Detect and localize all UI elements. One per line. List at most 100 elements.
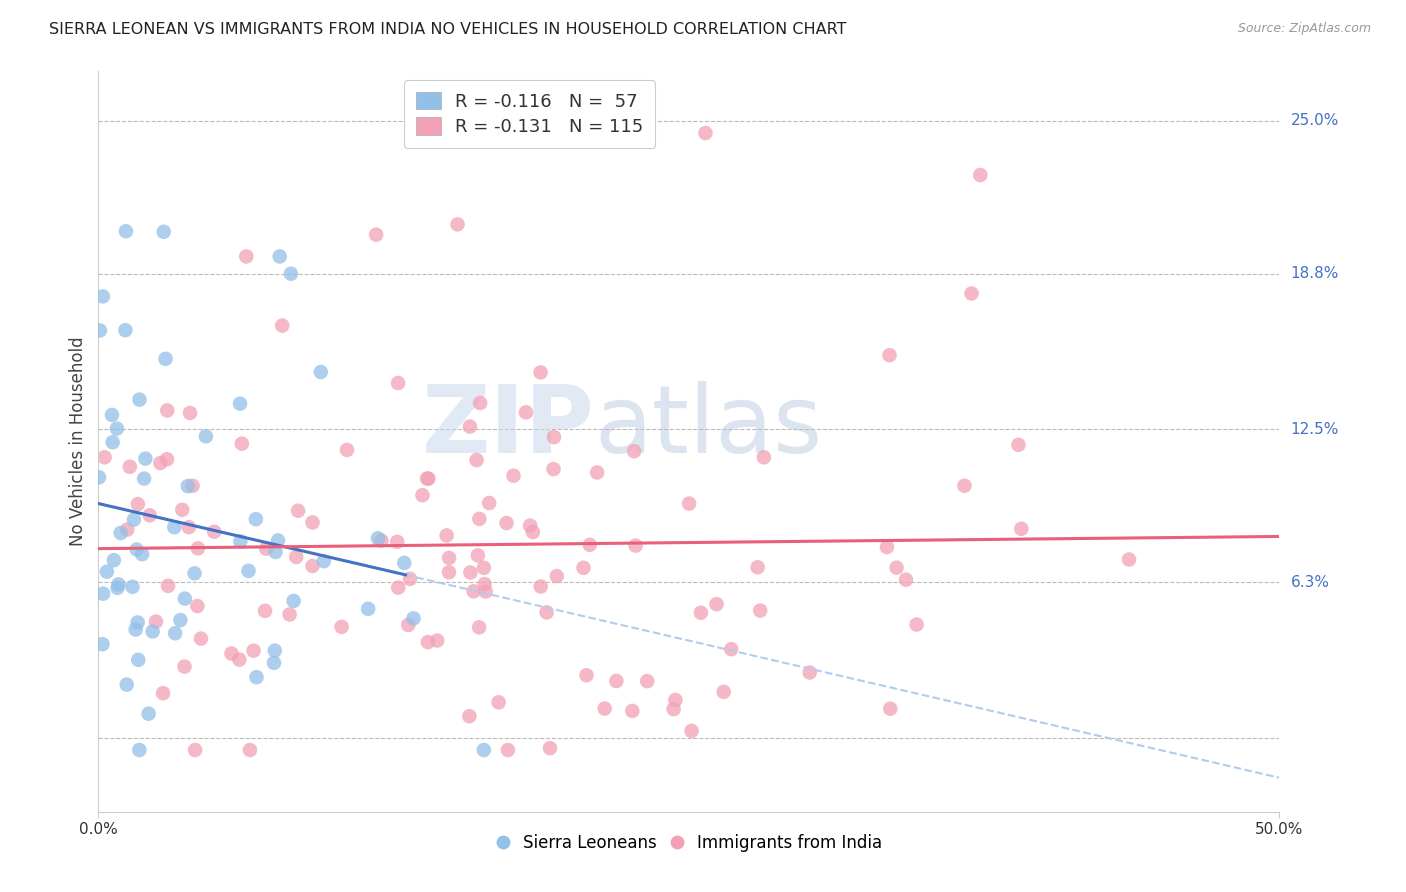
- Point: [173, 591, 195, 606]
- Point: [678, 497, 700, 511]
- Point: [239, 743, 262, 757]
- Point: [572, 561, 595, 575]
- Point: [235, 250, 257, 264]
- Point: [127, 497, 149, 511]
- Point: [254, 541, 277, 556]
- Point: [543, 462, 565, 476]
- Text: 12.5%: 12.5%: [1291, 422, 1339, 437]
- Point: [515, 405, 537, 419]
- Point: [472, 561, 495, 575]
- Point: [387, 581, 409, 595]
- Point: [894, 573, 917, 587]
- Point: [402, 611, 425, 625]
- Point: [309, 365, 332, 379]
- Point: [799, 665, 821, 680]
- Point: [87, 470, 110, 484]
- Point: [969, 168, 991, 182]
- Point: [138, 508, 160, 523]
- Point: [886, 560, 908, 574]
- Point: [155, 351, 177, 366]
- Point: [229, 534, 252, 549]
- Point: [264, 545, 287, 559]
- Point: [416, 471, 439, 485]
- Point: [953, 479, 976, 493]
- Point: [127, 615, 149, 630]
- Point: [879, 348, 901, 362]
- Point: [271, 318, 294, 333]
- Point: [115, 224, 138, 238]
- Point: [747, 560, 769, 574]
- Point: [749, 604, 772, 618]
- Text: atlas: atlas: [595, 381, 823, 473]
- Point: [960, 286, 983, 301]
- Point: [103, 553, 125, 567]
- Point: [546, 569, 568, 583]
- Point: [664, 693, 686, 707]
- Point: [142, 624, 165, 639]
- Point: [181, 479, 204, 493]
- Point: [149, 456, 172, 470]
- Point: [177, 479, 200, 493]
- Point: [301, 516, 323, 530]
- Point: [263, 656, 285, 670]
- Point: [165, 626, 187, 640]
- Point: [468, 512, 491, 526]
- Point: [536, 606, 558, 620]
- Point: [267, 533, 290, 548]
- Point: [301, 558, 323, 573]
- Point: [242, 643, 264, 657]
- Point: [156, 452, 179, 467]
- Point: [110, 526, 132, 541]
- Point: [689, 606, 711, 620]
- Y-axis label: No Vehicles in Household: No Vehicles in Household: [69, 336, 87, 547]
- Point: [418, 472, 440, 486]
- Point: [132, 472, 155, 486]
- Point: [91, 289, 114, 303]
- Point: [458, 419, 481, 434]
- Point: [636, 674, 658, 689]
- Point: [163, 520, 186, 534]
- Point: [134, 451, 156, 466]
- Point: [91, 637, 114, 651]
- Point: [186, 599, 208, 613]
- Point: [357, 602, 380, 616]
- Point: [190, 632, 212, 646]
- Point: [152, 225, 174, 239]
- Point: [1007, 438, 1029, 452]
- Point: [152, 686, 174, 700]
- Point: [495, 516, 517, 530]
- Point: [472, 743, 495, 757]
- Point: [367, 531, 389, 545]
- Point: [394, 556, 416, 570]
- Point: [128, 743, 150, 757]
- Point: [437, 566, 460, 580]
- Point: [89, 324, 111, 338]
- Point: [496, 743, 519, 757]
- Point: [177, 520, 200, 534]
- Point: [529, 366, 551, 380]
- Point: [474, 584, 496, 599]
- Point: [387, 535, 409, 549]
- Point: [366, 227, 388, 242]
- Point: [399, 572, 422, 586]
- Point: [465, 453, 488, 467]
- Point: [416, 635, 439, 649]
- Point: [202, 524, 225, 539]
- Point: [662, 702, 685, 716]
- Point: [478, 496, 501, 510]
- Point: [238, 564, 260, 578]
- Point: [623, 444, 645, 458]
- Point: [706, 597, 728, 611]
- Point: [586, 466, 609, 480]
- Point: [713, 685, 735, 699]
- Point: [468, 620, 491, 634]
- Point: [411, 488, 433, 502]
- Point: [468, 396, 491, 410]
- Point: [221, 647, 243, 661]
- Point: [138, 706, 160, 721]
- Point: [396, 618, 419, 632]
- Point: [624, 539, 647, 553]
- Point: [125, 542, 148, 557]
- Point: [118, 459, 141, 474]
- Point: [695, 126, 717, 140]
